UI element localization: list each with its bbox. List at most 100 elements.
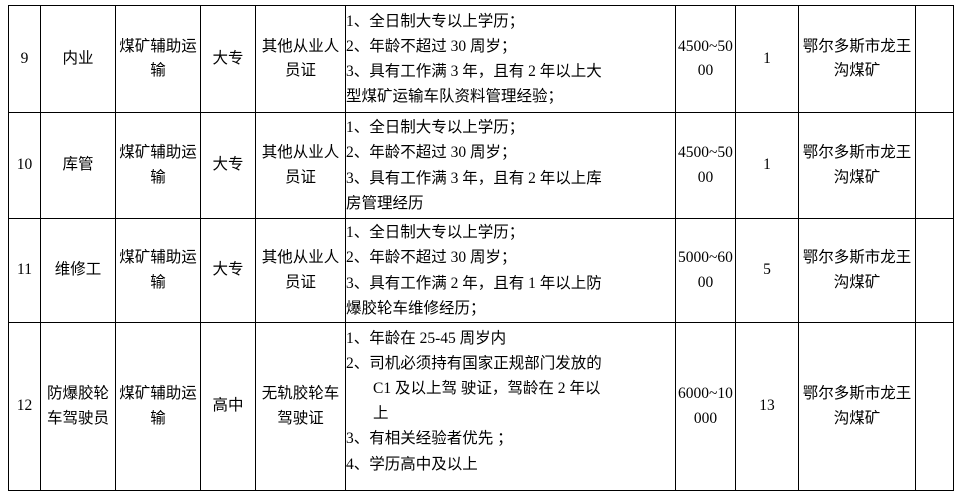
row-index-cell: 12	[8, 322, 41, 491]
requirement-line: 2、司机必须持有国家正规部门发放的	[346, 355, 602, 373]
post-cell-line: 轮车驾	[46, 385, 110, 427]
requirement-line: 型煤矿运输车队资料管理经验；	[346, 88, 564, 106]
certificate-cell-line: 人员证	[284, 144, 340, 186]
row-index-cell: 11	[8, 218, 41, 323]
requirement-line: 2、年龄不超过 30 周岁；	[346, 249, 517, 267]
education-cell-line: 大专	[212, 49, 244, 67]
post-cell-line: 驶员	[78, 409, 110, 427]
certificate-cell-line: 无轨胶轮	[261, 385, 324, 403]
department-cell-line: 煤矿辅	[119, 144, 166, 162]
employer-cell-line: 龙王沟煤矿	[833, 249, 912, 291]
department-cell-line: 煤矿辅	[119, 37, 166, 55]
requirement-line: 1、全日制大专以上学历；	[346, 119, 525, 137]
education-cell: 大专	[200, 112, 256, 219]
education-cell-line: 大专	[212, 261, 244, 279]
department-cell: 煤矿辅助运输	[115, 112, 201, 219]
table-row: 12 防爆胶轮车驾驶员 煤矿辅助运输 高中 无轨胶轮车驾驶证 1、年龄在 25-45 周岁…	[8, 322, 954, 491]
employer-cell-line: 龙王沟煤矿	[833, 385, 912, 427]
certificate-cell: 其他从业人员证	[255, 5, 346, 113]
employer-cell: 鄂尔多斯市龙王沟煤矿	[798, 112, 916, 219]
department-cell-line: 煤矿辅	[119, 385, 166, 403]
employer-cell-line: 龙王沟煤矿	[833, 37, 912, 79]
post-cell-line: 维修工	[54, 261, 102, 279]
requirements-cell: 1、全日制大专以上学历； 2、年龄不超过 30 周岁； 3、具有工作满 3 年，且有…	[345, 5, 676, 113]
employer-cell-line: 鄂尔多斯市	[802, 144, 881, 162]
extra-cell	[915, 5, 954, 113]
department-cell-line: 助运输	[150, 37, 197, 79]
certificate-cell: 其他从业人员证	[255, 112, 346, 219]
department-cell-line: 助运输	[150, 144, 197, 186]
education-cell-line: 大专	[212, 156, 244, 174]
headcount-cell: 1	[735, 5, 799, 113]
department-cell-line: 助运输	[150, 385, 197, 427]
requirement-line: 上	[373, 405, 389, 423]
post-cell-line: 防爆胶	[46, 385, 94, 403]
requirement-line: 1、全日制大专以上学历；	[346, 224, 525, 242]
headcount-cell: 13	[735, 322, 799, 491]
department-cell: 煤矿辅助运输	[115, 322, 201, 491]
post-cell-line: 库管	[62, 156, 94, 174]
department-cell: 煤矿辅助运输	[115, 5, 201, 113]
department-cell-line: 助运输	[150, 249, 197, 291]
requirement-line: C1 及以上驾 驶证，驾龄在 2 年以	[373, 380, 601, 398]
table-row: 11 维修工 煤矿辅助运输 大专 其他从业人员证 1、全日制大专以上学历； 2、年龄不超过 …	[8, 218, 954, 323]
education-cell: 大专	[200, 5, 256, 113]
salary-cell: 4500~5000	[675, 5, 736, 113]
requirement-line: 爆胶轮车维修经历；	[346, 299, 486, 317]
table-row: 10 库管 煤矿辅助运输 大专 其他从业人员证 1、全日制大专以上学历； 2、年龄不超过 3…	[8, 112, 954, 219]
requirements-cell: 1、全日制大专以上学历； 2、年龄不超过 30 周岁； 3、具有工作满 3 年，且有…	[345, 112, 676, 219]
certificate-cell-line: 车	[323, 385, 340, 403]
employer-cell: 鄂尔多斯市龙王沟煤矿	[798, 322, 916, 491]
requirement-line: 1、全日制大专以上学历；	[346, 12, 525, 30]
row-index-cell: 9	[8, 5, 41, 113]
certificate-cell-line: 其他从业	[261, 144, 324, 162]
requirement-line: 2、年龄不超过 30 周岁；	[346, 37, 517, 55]
requirement-line: 2、年龄不超过 30 周岁；	[346, 144, 517, 162]
requirement-line: 1、年龄在 25-45 周岁内	[346, 330, 507, 347]
certificate-cell: 其他从业人员证	[255, 218, 346, 323]
table-row: 9 内业 煤矿辅助运输 大专 其他从业人员证 1、全日制大专以上学历； 2、年龄不超过 30…	[8, 5, 954, 113]
employer-cell-line: 鄂尔多斯市	[802, 385, 881, 403]
certificate-cell-line: 其他从业	[261, 249, 324, 267]
certificate-cell-line: 驾驶证	[277, 409, 324, 427]
post-cell: 库管	[40, 112, 116, 219]
headcount-cell: 1	[735, 112, 799, 219]
headcount-cell: 5	[735, 218, 799, 323]
post-cell: 维修工	[40, 218, 116, 323]
education-cell: 高中	[200, 322, 256, 491]
table-body: 9 内业 煤矿辅助运输 大专 其他从业人员证 1、全日制大专以上学历； 2、年龄不超过 30…	[8, 5, 954, 491]
extra-cell	[915, 218, 954, 323]
employer-cell-line: 鄂尔多斯市	[802, 37, 881, 55]
employer-cell: 鄂尔多斯市龙王沟煤矿	[798, 5, 916, 113]
department-cell-line: 煤矿辅	[119, 249, 166, 267]
post-cell: 内业	[40, 5, 116, 113]
salary-cell: 4500~5000	[675, 112, 736, 219]
recruitment-table: 9 内业 煤矿辅助运输 大专 其他从业人员证 1、全日制大专以上学历； 2、年龄不超过 30…	[8, 5, 954, 491]
certificate-cell: 无轨胶轮车驾驶证	[255, 322, 346, 491]
row-index-cell: 10	[8, 112, 41, 219]
requirement-line: 3、具有工作满 3 年，且有 2 年以上库	[346, 169, 602, 187]
department-cell: 煤矿辅助运输	[115, 218, 201, 323]
requirement-line: 3、具有工作满 2 年，且有 1 年以上防	[346, 274, 602, 292]
education-cell: 大专	[200, 218, 256, 323]
salary-cell: 5000~6000	[675, 218, 736, 323]
salary-cell: 6000~10000	[675, 322, 736, 491]
post-cell: 防爆胶轮车驾驶员	[40, 322, 116, 491]
certificate-cell-line: 人员证	[284, 37, 340, 79]
extra-cell	[915, 322, 954, 491]
employer-cell-line: 鄂尔多斯市	[802, 249, 881, 267]
requirement-line: 3、具有工作满 3 年，且有 2 年以上大	[346, 63, 602, 80]
post-cell-line: 内业	[62, 49, 94, 67]
certificate-cell-line: 人员证	[284, 249, 340, 291]
certificate-cell-line: 其他从业	[261, 37, 324, 55]
requirement-line: 房管理经历	[346, 194, 424, 212]
education-cell-line: 高中	[212, 397, 244, 415]
employer-cell-line: 龙王沟煤矿	[833, 144, 912, 186]
extra-cell	[915, 112, 954, 219]
requirement-line: 4、学历高中及以上	[346, 455, 478, 473]
requirements-cell: 1、年龄在 25-45 周岁内 2、司机必须持有国家正规部门发放的 C1 及以上驾 …	[345, 322, 676, 491]
requirements-cell: 1、全日制大专以上学历； 2、年龄不超过 30 周岁； 3、具有工作满 2 年，且有…	[345, 218, 676, 323]
requirement-line: 3、有相关经验者优先 ；	[346, 430, 513, 448]
employer-cell: 鄂尔多斯市龙王沟煤矿	[798, 218, 916, 323]
